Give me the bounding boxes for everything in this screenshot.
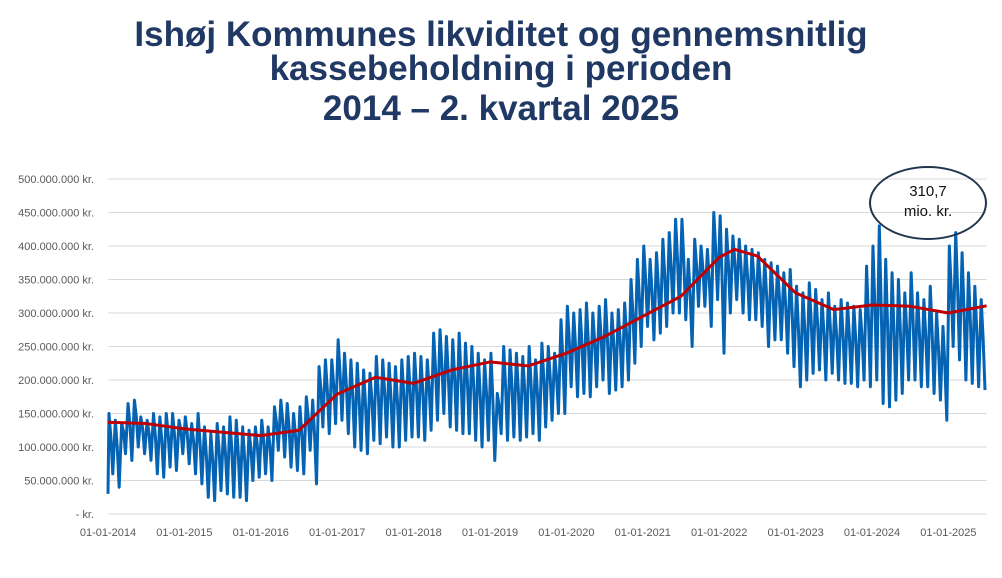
y-tick-label: 450.000.000 kr.	[18, 208, 94, 220]
chart-title-line-1: Ishøj Kommunes likviditet og gennemsnitl…	[134, 15, 868, 54]
annotation-value: 310,7	[909, 183, 947, 200]
chart-title-line-3: 2014 – 2. kvartal 2025	[322, 89, 680, 128]
x-tick-label: 01-01-2025	[920, 527, 976, 539]
x-tick-label: 01-01-2021	[615, 527, 671, 539]
x-tick-label: 01-01-2020	[538, 527, 594, 539]
x-tick-label: 01-01-2022	[691, 527, 747, 539]
x-tick-label: 01-01-2024	[844, 527, 900, 539]
y-tick-label: 500.000.000 kr.	[18, 174, 94, 186]
series-line-daily-liquidity	[106, 211, 987, 503]
y-tick-label: 400.000.000 kr.	[18, 241, 94, 253]
chart-title-line-2: kassebeholdning i perioden	[269, 49, 733, 88]
y-tick-label: - kr.	[76, 509, 94, 521]
x-tick-label: 01-01-2017	[309, 527, 365, 539]
y-tick-label: 150.000.000 kr.	[18, 409, 94, 421]
y-tick-label: 350.000.000 kr.	[18, 275, 94, 287]
y-tick-label: 200.000.000 kr.	[18, 375, 94, 387]
x-tick-label: 01-01-2014	[80, 527, 136, 539]
x-tick-label: 01-01-2015	[156, 527, 212, 539]
y-tick-label: 50.000.000 kr.	[24, 476, 94, 488]
annotation-unit: mio. kr.	[903, 203, 953, 220]
y-tick-label: 100.000.000 kr.	[18, 442, 94, 454]
x-tick-label: 01-01-2023	[767, 527, 823, 539]
x-tick-label: 01-01-2016	[233, 527, 289, 539]
x-tick-label: 01-01-2019	[462, 527, 518, 539]
y-tick-label: 300.000.000 kr.	[18, 308, 94, 320]
annotation-bubble: 310,7 mio. kr.	[869, 166, 987, 240]
y-tick-label: 250.000.000 kr.	[18, 342, 94, 354]
x-tick-label: 01-01-2018	[385, 527, 441, 539]
series-line-average-cash	[107, 247, 987, 438]
